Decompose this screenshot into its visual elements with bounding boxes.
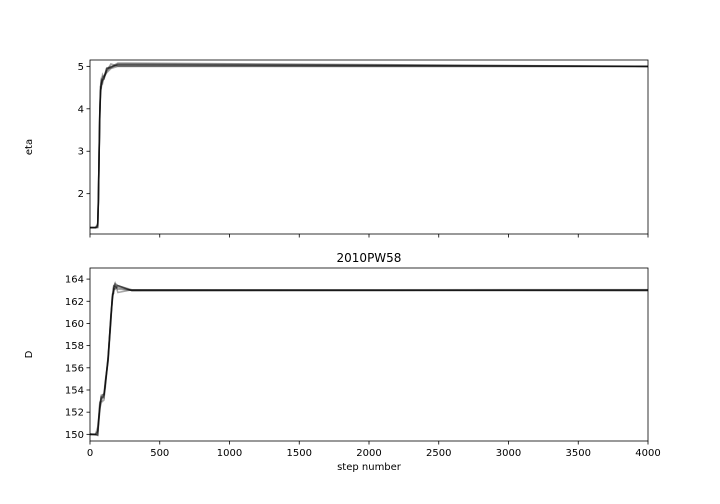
y-axis-label: D — [24, 350, 35, 358]
y-tick-label: 164 — [65, 275, 84, 286]
series-line — [89, 284, 649, 437]
x-tick-label: 1500 — [287, 448, 312, 459]
series-line — [90, 63, 649, 229]
x-tick-label: 2500 — [426, 448, 451, 459]
y-tick-label: 162 — [65, 297, 84, 308]
x-tick-label: 3000 — [496, 448, 521, 459]
x-tick-label: 4000 — [635, 448, 660, 459]
series-line — [90, 63, 649, 229]
x-axis-label: step number — [337, 462, 402, 473]
series-line — [89, 285, 649, 436]
y-tick-label: 160 — [65, 319, 84, 330]
d-panel: 150 152 154 156 158 160 162 164 0 500 1000 1500 2000… — [24, 251, 661, 473]
series-line — [90, 65, 648, 229]
series-line — [89, 282, 649, 436]
y-tick-label: 152 — [65, 408, 84, 419]
y-tick-label: 150 — [65, 430, 84, 441]
x-tick-label: 500 — [150, 448, 169, 459]
series-line — [90, 285, 648, 436]
series-line — [89, 64, 649, 229]
x-tick-label: 0 — [87, 448, 93, 459]
y-tick-label: 4 — [78, 104, 84, 115]
y-tick-label: 156 — [65, 363, 84, 374]
series-line — [89, 63, 649, 229]
chart-title: 2010PW58 — [337, 251, 402, 265]
x-tick-label: 3500 — [566, 448, 591, 459]
y-tick-label: 3 — [78, 147, 84, 158]
series-line — [89, 62, 649, 229]
y-tick-label: 158 — [65, 341, 84, 352]
y-tick-label: 154 — [65, 385, 84, 396]
x-tick-label: 1000 — [217, 448, 242, 459]
series-line — [89, 284, 649, 437]
series-line — [89, 280, 649, 436]
eta-panel: 2 3 4 5 eta — [24, 59, 649, 238]
y-tick-label: 5 — [78, 62, 84, 73]
y-axis-label: eta — [24, 139, 35, 155]
y-tick-label: 2 — [78, 189, 84, 200]
x-tick-label: 2000 — [356, 448, 381, 459]
